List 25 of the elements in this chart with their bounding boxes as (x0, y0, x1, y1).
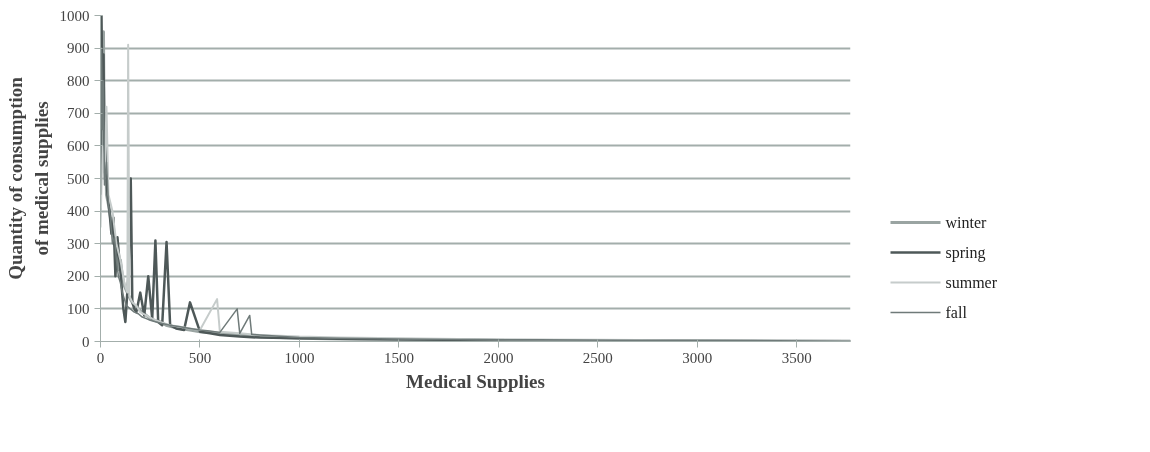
x-tick-label: 3000 (682, 349, 713, 366)
x-tick-label: 500 (188, 349, 212, 366)
x-tick-label: 2500 (582, 349, 613, 366)
legend-label: winter (945, 214, 988, 231)
y-tick-label: 500 (67, 170, 90, 187)
y-tick-label: 900 (67, 40, 90, 57)
x-axis-title: Medical Supplies (406, 370, 545, 392)
x-tick-label: 2000 (483, 349, 514, 366)
y-tick-label: 700 (67, 105, 90, 122)
y-tick-label: 300 (67, 235, 90, 252)
x-tick-label: 0 (96, 349, 105, 366)
y-tick-label: 800 (67, 72, 90, 89)
y-tick-label: 200 (67, 268, 90, 285)
y-tick-label: 400 (67, 203, 90, 220)
y-tick-label: 600 (67, 137, 90, 154)
x-tick-label: 3500 (781, 349, 812, 366)
legend-label: fall (945, 304, 968, 321)
x-tick-label: 1500 (383, 349, 414, 366)
x-tick-label: 1000 (284, 349, 315, 366)
legend-label: spring (945, 244, 986, 262)
y-tick-label: 1000 (59, 7, 90, 24)
y-tick-label: 100 (67, 300, 90, 317)
legend-label: summer (945, 274, 998, 291)
y-tick-label: 0 (82, 333, 90, 350)
y-axis-title: Quantity of consumption of medical supplies (5, 76, 52, 280)
